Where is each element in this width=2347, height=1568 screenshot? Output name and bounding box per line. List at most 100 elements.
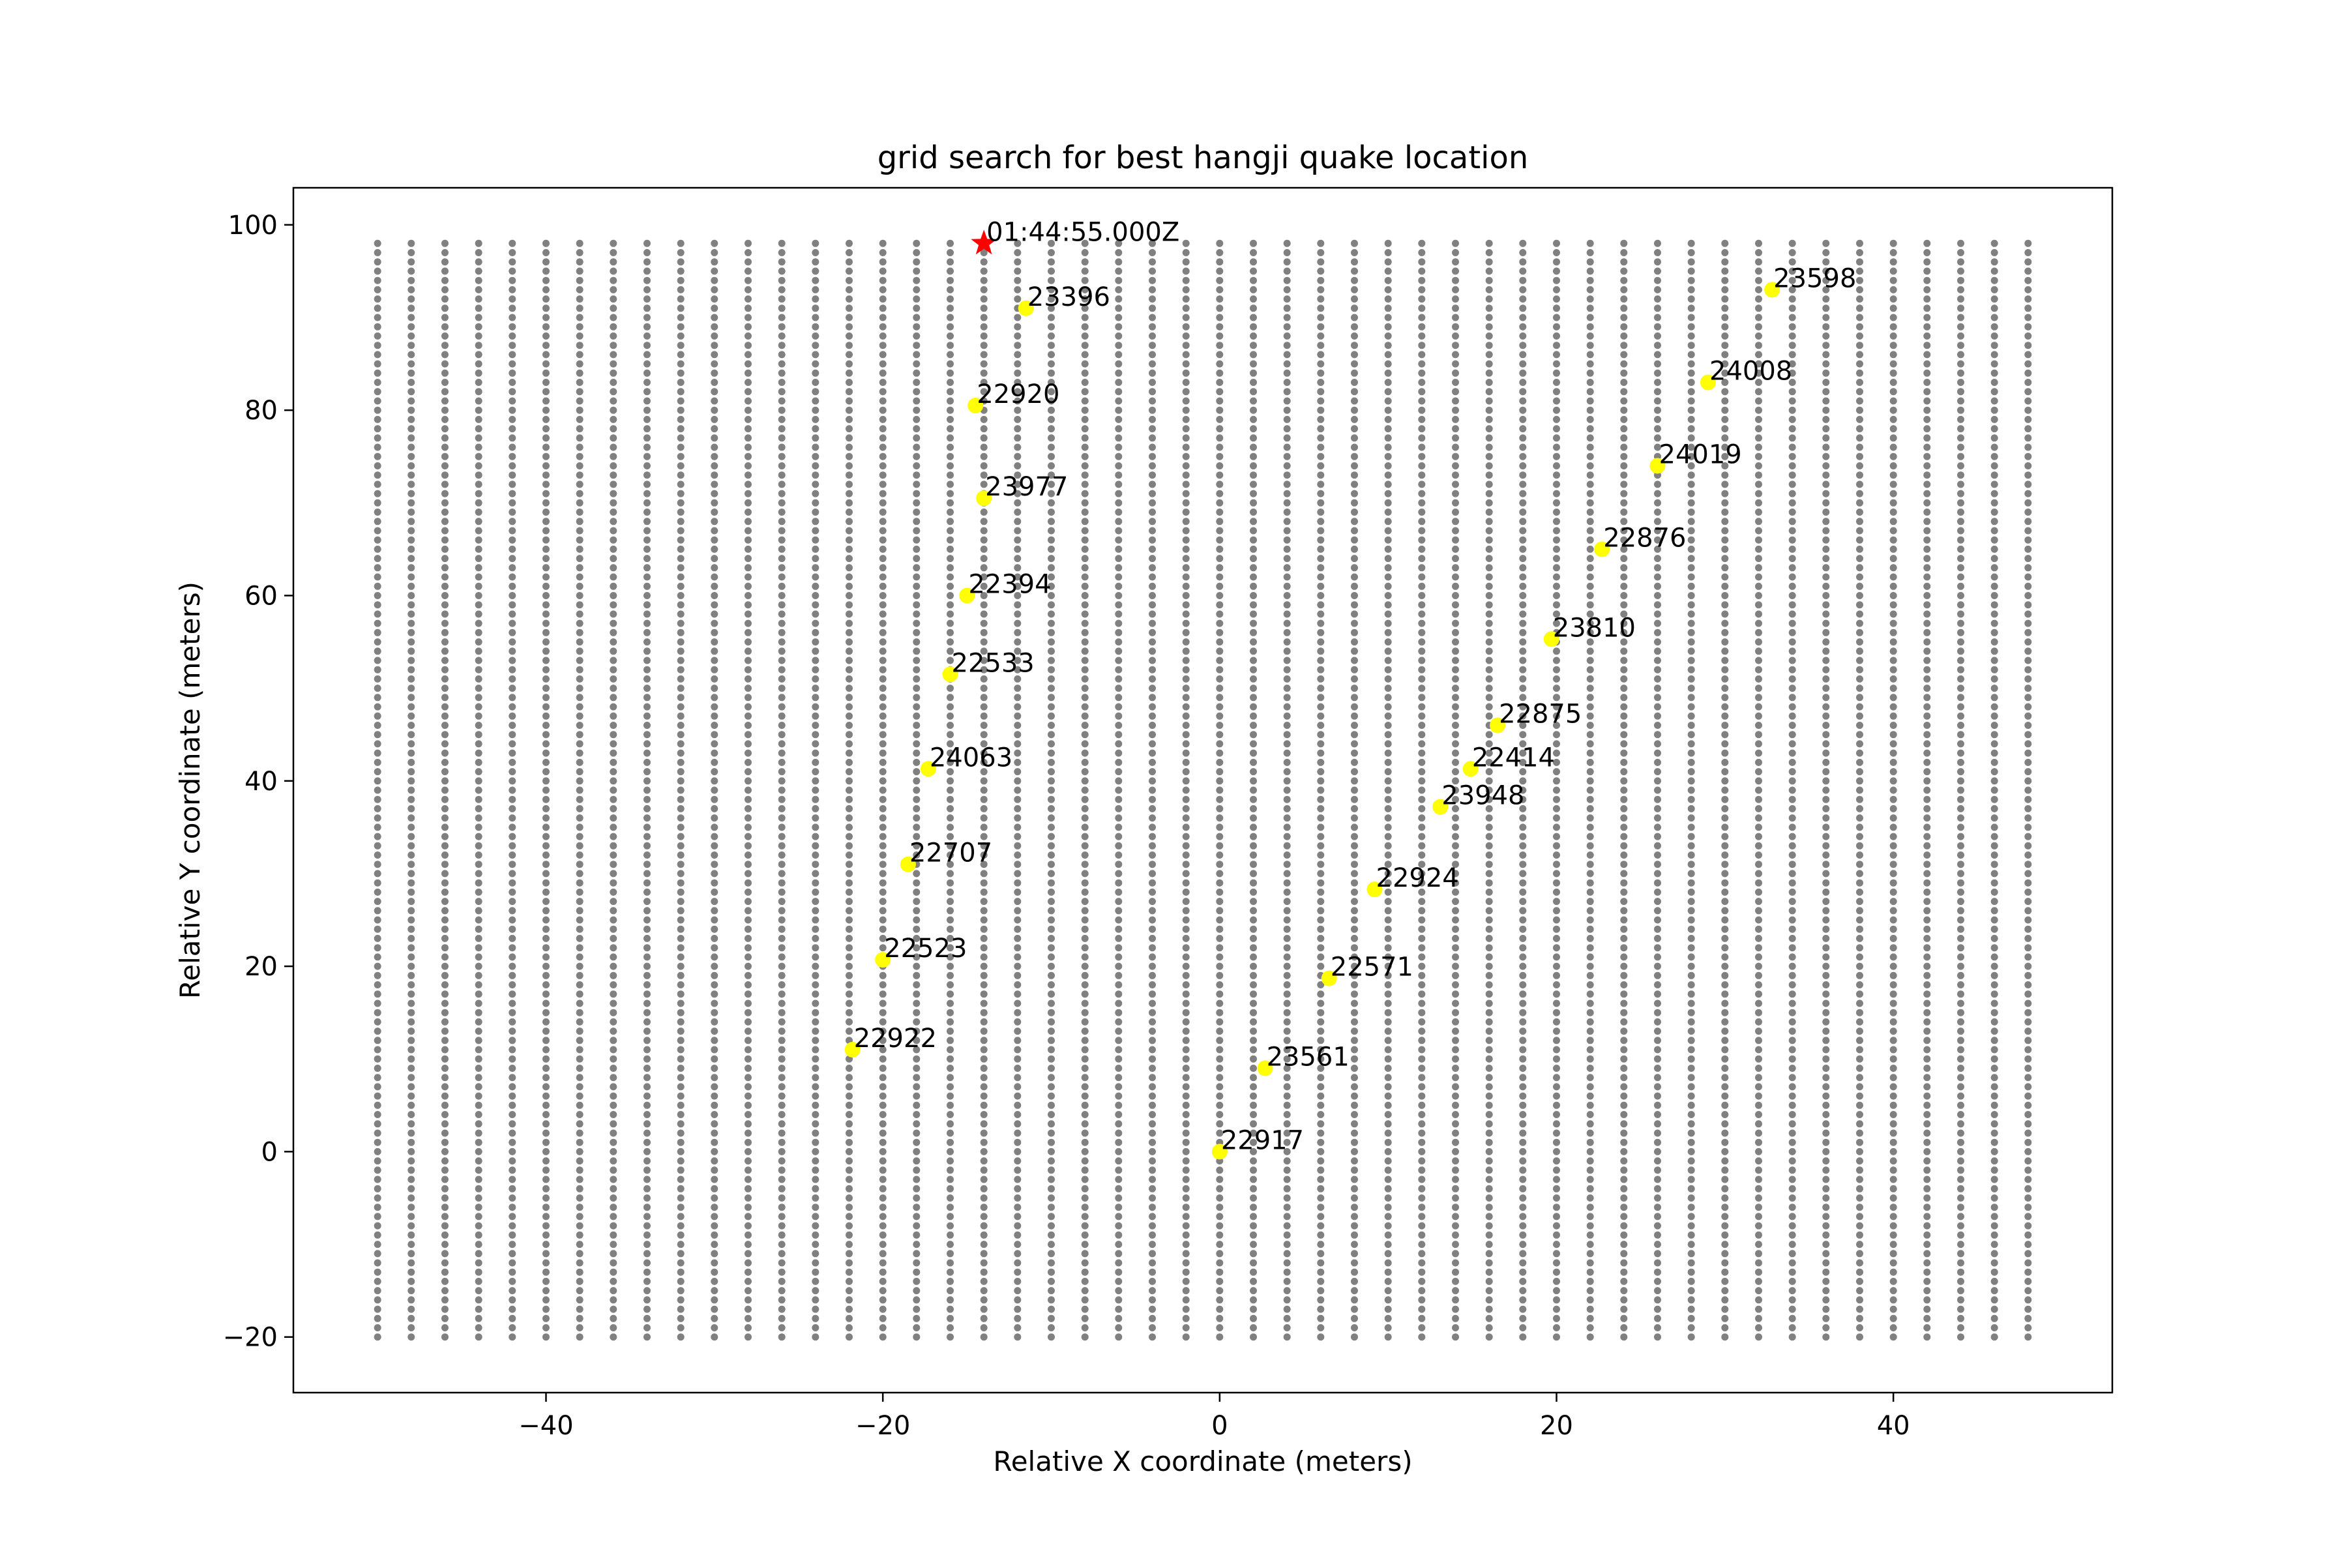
grid-point bbox=[947, 657, 954, 664]
grid-point bbox=[879, 870, 887, 878]
grid-point bbox=[1283, 1065, 1291, 1072]
grid-point bbox=[610, 406, 617, 414]
grid-point bbox=[1182, 1074, 1190, 1082]
grid-point bbox=[980, 360, 988, 368]
grid-point bbox=[1721, 1037, 1729, 1044]
grid-point bbox=[913, 1083, 921, 1091]
grid-point bbox=[1115, 1129, 1123, 1137]
grid-point bbox=[1014, 1287, 1022, 1295]
grid-point bbox=[1721, 758, 1729, 766]
grid-point bbox=[441, 898, 449, 906]
grid-point bbox=[1452, 555, 1459, 563]
grid-point bbox=[947, 944, 954, 952]
grid-point bbox=[1654, 258, 1661, 266]
grid-point bbox=[745, 1231, 752, 1239]
grid-point bbox=[846, 388, 853, 396]
grid-point bbox=[1418, 462, 1426, 469]
grid-point bbox=[711, 1185, 718, 1192]
grid-point bbox=[1351, 768, 1358, 776]
grid-point bbox=[1317, 276, 1325, 284]
grid-point bbox=[1283, 749, 1291, 757]
grid-point bbox=[441, 1324, 449, 1331]
grid-point bbox=[1485, 1120, 1493, 1128]
grid-point bbox=[879, 1259, 887, 1267]
grid-point bbox=[879, 434, 887, 442]
grid-point bbox=[1283, 332, 1291, 340]
grid-point bbox=[1687, 1046, 1695, 1054]
grid-point bbox=[1519, 286, 1527, 293]
grid-point bbox=[1115, 842, 1123, 850]
grid-point bbox=[913, 536, 921, 544]
grid-point bbox=[407, 462, 415, 469]
grid-point bbox=[1351, 1259, 1358, 1267]
grid-point bbox=[1620, 1250, 1628, 1258]
grid-point bbox=[1048, 1092, 1055, 1100]
grid-point bbox=[1283, 740, 1291, 748]
grid-point bbox=[1250, 1129, 1257, 1137]
grid-point bbox=[475, 675, 482, 683]
grid-point bbox=[441, 351, 449, 359]
grid-point bbox=[1351, 953, 1358, 961]
grid-point bbox=[1351, 1055, 1358, 1063]
grid-point bbox=[1283, 1037, 1291, 1044]
grid-point bbox=[1149, 851, 1156, 859]
grid-point bbox=[1755, 425, 1762, 433]
grid-point bbox=[745, 592, 752, 599]
grid-point bbox=[879, 415, 887, 423]
grid-point bbox=[947, 629, 954, 636]
grid-point bbox=[1418, 1268, 1426, 1276]
grid-point bbox=[1687, 703, 1695, 711]
grid-point bbox=[1283, 768, 1291, 776]
grid-point bbox=[610, 1055, 617, 1063]
grid-point bbox=[576, 527, 583, 535]
grid-point bbox=[441, 740, 449, 748]
grid-point bbox=[879, 629, 887, 636]
grid-point bbox=[1418, 1055, 1426, 1063]
grid-point bbox=[1317, 415, 1325, 423]
grid-point bbox=[1216, 805, 1224, 812]
grid-point bbox=[1519, 1083, 1527, 1091]
grid-point bbox=[1216, 1324, 1224, 1331]
grid-point bbox=[879, 1074, 887, 1082]
grid-point bbox=[1553, 685, 1560, 692]
grid-point bbox=[1149, 342, 1156, 349]
grid-point bbox=[441, 1046, 449, 1054]
grid-point bbox=[1384, 1314, 1392, 1322]
grid-point bbox=[407, 777, 415, 785]
grid-point bbox=[1654, 267, 1661, 275]
grid-point bbox=[879, 388, 887, 396]
grid-point bbox=[812, 814, 819, 822]
grid-point bbox=[846, 314, 853, 321]
grid-point bbox=[980, 1083, 988, 1091]
grid-point bbox=[407, 406, 415, 414]
grid-point bbox=[1755, 1157, 1762, 1165]
grid-point bbox=[643, 999, 651, 1007]
grid-point bbox=[745, 1176, 752, 1183]
grid-point bbox=[1384, 1277, 1392, 1285]
grid-point bbox=[542, 675, 550, 683]
grid-point bbox=[947, 907, 954, 915]
grid-point bbox=[1081, 971, 1089, 979]
grid-point bbox=[1586, 1009, 1594, 1016]
grid-point bbox=[1620, 962, 1628, 970]
grid-point bbox=[1317, 740, 1325, 748]
grid-point bbox=[1687, 258, 1695, 266]
grid-point bbox=[1687, 434, 1695, 442]
grid-point bbox=[711, 907, 718, 915]
grid-point bbox=[1351, 1147, 1358, 1155]
grid-point bbox=[711, 545, 718, 553]
grid-point bbox=[913, 1213, 921, 1220]
grid-point bbox=[1216, 415, 1224, 423]
grid-point bbox=[509, 888, 516, 896]
grid-point bbox=[1418, 267, 1426, 275]
grid-point bbox=[374, 999, 381, 1007]
grid-point bbox=[1351, 601, 1358, 609]
grid-point bbox=[1283, 1138, 1291, 1146]
grid-point bbox=[475, 1305, 482, 1313]
grid-point bbox=[846, 1204, 853, 1211]
grid-point bbox=[1115, 814, 1123, 822]
grid-point bbox=[374, 805, 381, 812]
grid-point bbox=[1384, 379, 1392, 386]
grid-point bbox=[1048, 1213, 1055, 1220]
grid-point bbox=[778, 518, 786, 525]
